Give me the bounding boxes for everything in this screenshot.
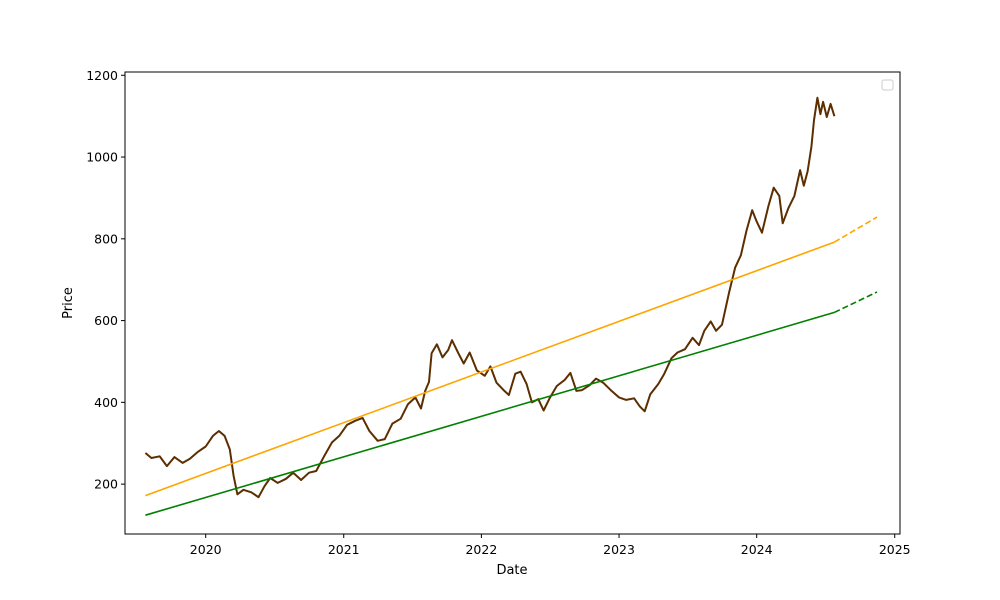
x-tick-label: 2023 [603, 542, 635, 557]
series-layer [144, 96, 878, 516]
x-tick-label: 2022 [465, 542, 497, 557]
y-tick-label: 1200 [86, 68, 118, 83]
x-axis-label: Date [496, 563, 527, 578]
y-tick-label: 600 [94, 313, 118, 328]
x-tick-label: 2025 [879, 542, 911, 557]
y-tick-label: 200 [94, 477, 118, 492]
x-tick-label: 2020 [190, 542, 222, 557]
y-tick-label: 400 [94, 395, 118, 410]
lower-trend-line [145, 311, 835, 516]
x-tick-label: 2021 [328, 542, 360, 557]
y-tick-label: 800 [94, 231, 118, 246]
x-axis: 2020 2021 2022 2023 2024 2025 [190, 534, 911, 557]
upper-trend-forecast-line [833, 216, 878, 243]
upper-trend-line [145, 241, 835, 497]
y-axis: 200 400 600 800 1000 1200 [86, 68, 125, 492]
lower-trend-forecast-line [834, 291, 878, 314]
x-tick-label: 2024 [741, 542, 773, 557]
plot-frame [124, 71, 901, 535]
y-axis-label: Price [61, 287, 76, 319]
y-tick-label: 1000 [86, 150, 118, 165]
price-line [144, 96, 836, 499]
legend-box [881, 79, 894, 91]
